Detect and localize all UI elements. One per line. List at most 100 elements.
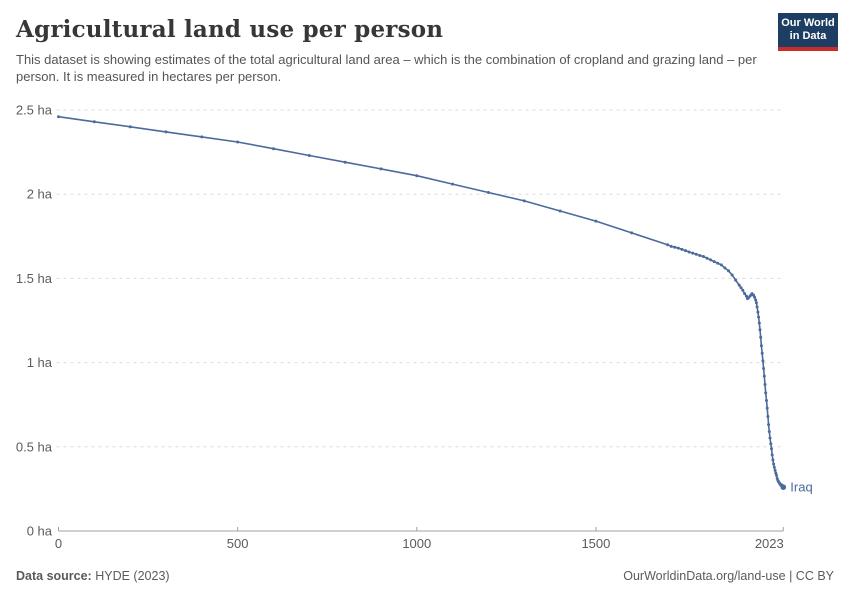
data-point[interactable] [694, 252, 698, 256]
data-point[interactable] [759, 344, 763, 348]
data-point[interactable] [522, 199, 526, 203]
data-point[interactable] [741, 288, 745, 292]
y-axis-tick-label: 0 ha [27, 524, 53, 539]
data-point[interactable] [780, 484, 787, 491]
data-point[interactable] [765, 399, 768, 402]
data-point[interactable] [764, 391, 768, 395]
data-point[interactable] [759, 335, 763, 339]
data-point[interactable] [451, 182, 455, 186]
data-point[interactable] [379, 167, 383, 171]
data-point[interactable] [766, 415, 770, 418]
footer-credits: OurWorldinData.org/land-use | CC BY [623, 569, 834, 583]
data-point[interactable] [92, 120, 96, 124]
data-point[interactable] [769, 442, 773, 446]
data-point[interactable] [719, 263, 723, 267]
data-point[interactable] [272, 147, 275, 151]
data-source-label: Data source: [16, 569, 92, 583]
y-axis-tick-label: 2 ha [27, 187, 53, 202]
data-point[interactable] [705, 256, 709, 260]
data-point[interactable] [691, 251, 695, 255]
x-axis-tick-label: 500 [227, 536, 249, 551]
data-point[interactable] [762, 367, 766, 370]
data-point[interactable] [743, 292, 747, 296]
data-point[interactable] [200, 135, 204, 139]
data-point[interactable] [770, 447, 773, 451]
data-point[interactable] [676, 246, 680, 250]
data-point[interactable] [684, 249, 687, 253]
y-axis-tick-label: 1.5 ha [16, 271, 53, 286]
data-point[interactable] [630, 231, 634, 235]
data-point[interactable] [754, 298, 758, 302]
data-point[interactable] [773, 468, 777, 472]
page-title: Agricultural land use per person [16, 16, 444, 43]
x-axis-tick-label: 1000 [402, 536, 431, 551]
data-point[interactable] [771, 458, 775, 462]
data-point[interactable] [307, 154, 311, 157]
owid-logo[interactable]: Our World in Data [778, 13, 838, 51]
data-point[interactable] [680, 247, 684, 251]
data-point[interactable] [761, 359, 765, 363]
data-point[interactable] [57, 115, 60, 119]
data-point[interactable] [723, 266, 727, 270]
data-point[interactable] [558, 209, 562, 213]
data-point[interactable] [701, 255, 705, 258]
data-point[interactable] [762, 374, 766, 378]
data-point[interactable] [486, 191, 490, 194]
data-source: Data source: HYDE (2023) [16, 569, 170, 583]
series-line-iraq[interactable] [57, 115, 785, 489]
y-axis-tick-label: 1 ha [27, 355, 53, 370]
data-point[interactable] [753, 295, 757, 299]
data-point[interactable] [687, 250, 691, 254]
y-axis-tick-label: 0.5 ha [16, 439, 53, 454]
data-point[interactable] [763, 383, 767, 386]
license-text: | CC BY [785, 569, 834, 583]
data-point[interactable] [415, 174, 419, 178]
data-point[interactable] [594, 219, 598, 223]
x-axis-tick-label: 2023 [755, 536, 784, 551]
data-point[interactable] [770, 453, 774, 457]
data-point[interactable] [164, 130, 168, 134]
data-point[interactable] [744, 294, 748, 298]
data-point[interactable] [772, 462, 776, 466]
data-point[interactable] [760, 351, 764, 355]
data-point[interactable] [757, 321, 761, 325]
data-point[interactable] [712, 260, 716, 264]
data-point[interactable] [734, 278, 738, 282]
x-axis-tick-label: 1500 [581, 536, 610, 551]
data-point[interactable] [754, 301, 758, 305]
data-point[interactable] [768, 436, 772, 440]
data-point[interactable] [698, 254, 702, 257]
owid-logo-line2: in Data [789, 30, 827, 42]
data-point[interactable] [343, 160, 347, 164]
data-point[interactable] [673, 245, 677, 249]
data-point[interactable] [666, 243, 670, 247]
data-point[interactable] [758, 328, 762, 332]
data-point[interactable] [739, 286, 743, 290]
data-point[interactable] [716, 261, 720, 265]
data-point[interactable] [236, 140, 240, 144]
x-axis-tick-label: 0 [55, 536, 62, 551]
data-point[interactable] [727, 269, 730, 273]
data-point[interactable] [772, 465, 776, 469]
data-point[interactable] [767, 423, 771, 427]
data-source-value: HYDE (2023) [95, 569, 170, 583]
data-point[interactable] [737, 283, 741, 287]
entity-label-iraq[interactable]: Iraq [790, 480, 812, 495]
data-point[interactable] [775, 473, 778, 477]
data-point[interactable] [128, 125, 132, 129]
owid-logo-line1: Our World [781, 17, 835, 30]
data-point[interactable] [765, 406, 769, 410]
chart-subtitle: This dataset is showing estimates of the… [16, 52, 757, 84]
data-point[interactable] [756, 310, 760, 314]
data-point[interactable] [669, 244, 673, 248]
data-point[interactable] [730, 273, 734, 277]
data-point[interactable] [767, 430, 771, 434]
data-point[interactable] [709, 258, 713, 262]
data-point[interactable] [757, 315, 761, 319]
data-point[interactable] [755, 305, 759, 309]
chart-footer: Data source: HYDE (2023) OurWorldinData.… [16, 569, 834, 583]
data-point[interactable] [774, 471, 778, 475]
owid-url-link[interactable]: OurWorldinData.org/land-use [623, 569, 786, 583]
